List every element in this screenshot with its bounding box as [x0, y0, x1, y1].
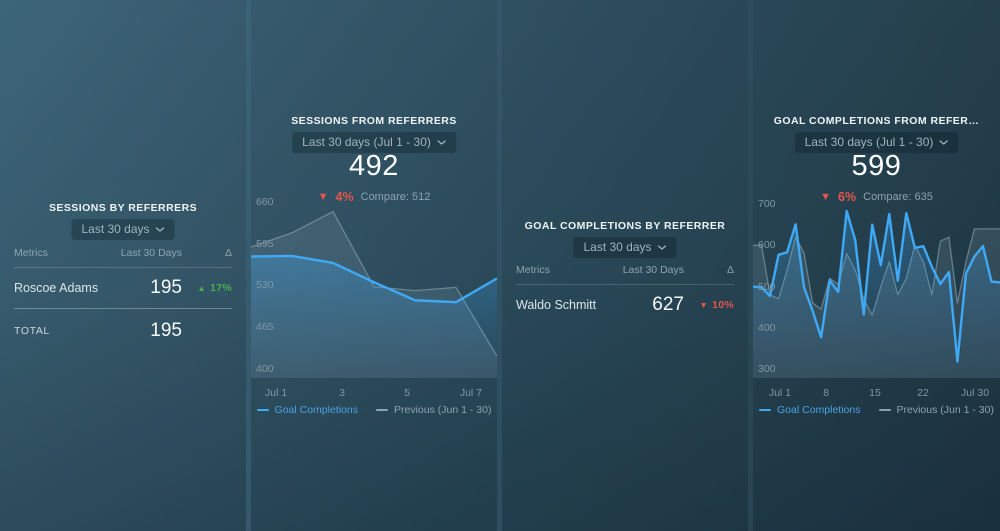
chart-plot-area[interactable]: 660 595 530 465 400: [251, 196, 497, 378]
delta-direction-icon: ▼: [820, 190, 832, 203]
y-axis-tick-label: 400: [758, 321, 776, 334]
metric-name: Waldo Schmitt: [516, 298, 597, 312]
table-header-row: Metrics Last 30 Days Δ: [14, 247, 232, 268]
x-axis-tick-label: Jul 1: [768, 387, 792, 399]
table-row: Waldo Schmitt 627 ▼ 10%: [516, 285, 734, 325]
panel-title: SESSIONS FROM REFERRERS: [291, 115, 457, 127]
date-range-label: Last 30 days: [81, 222, 150, 236]
compare-value: Compare: 512: [360, 191, 431, 203]
panel-title: GOAL COMPLETIONS FROM REFER…: [773, 115, 980, 127]
delta-badge: ▼ 10%: [684, 299, 734, 311]
y-axis-tick-label: 700: [758, 198, 776, 211]
kpi-value: 599: [851, 150, 902, 182]
metrics-table: Metrics Last 30 Days Δ Waldo Schmitt 627…: [516, 264, 734, 325]
chevron-down-icon: [155, 226, 165, 232]
delta-percent: 4%: [335, 190, 354, 204]
header-period: Last 30 Days: [622, 264, 684, 276]
legend-item-previous[interactable]: Previous (Jun 1 - 30): [878, 404, 994, 416]
legend-label: Goal Completions: [777, 404, 861, 416]
current-series-area: [753, 211, 1000, 378]
y-axis-tick-label: 400: [256, 363, 274, 375]
date-range-dropdown[interactable]: Last 30 days (Jul 1 - 30): [292, 132, 456, 153]
chart-x-axis: Jul 1 8 15 22 Jul 30: [753, 387, 1000, 400]
x-axis-tick-label: 3: [339, 387, 345, 399]
y-axis-tick-label: 595: [256, 237, 274, 250]
table-header-row: Metrics Last 30 Days Δ: [516, 264, 734, 285]
chart-x-axis: Jul 1 3 5 Jul 7: [251, 387, 497, 400]
x-axis-tick-label: Jul 30: [961, 387, 990, 399]
panel-goal-completions-from-referrers: GOAL COMPLETIONS FROM REFER… Last 30 day…: [753, 0, 1000, 531]
delta-direction-icon: ▲: [197, 282, 207, 293]
x-axis-tick-label: 5: [404, 387, 411, 399]
legend-line-marker-icon: [878, 409, 891, 411]
delta-percent: 10%: [712, 299, 734, 311]
legend-line-marker-icon: [759, 409, 772, 411]
legend-label: Goal Completions: [274, 404, 358, 416]
chart-legend: Goal Completions Previous (Jun 1 - 30): [251, 404, 497, 416]
legend-item-goal-completions[interactable]: Goal Completions: [759, 404, 861, 416]
delta-direction-icon: ▼: [317, 190, 329, 203]
metric-value: 195: [150, 277, 182, 298]
date-range-label: Last 30 days (Jul 1 - 30): [302, 135, 431, 149]
legend-item-previous[interactable]: Previous (Jun 1 - 30): [376, 404, 491, 416]
table-total-row: TOTAL 195: [14, 309, 232, 353]
delta-percent: 6%: [838, 190, 857, 204]
kpi-value: 492: [349, 150, 399, 182]
header-delta: Δ: [726, 264, 734, 276]
header-period: Last 30 Days: [120, 247, 182, 259]
y-axis-tick-label: 465: [256, 321, 274, 334]
line-chart-svg: [251, 210, 497, 378]
chevron-down-icon: [437, 139, 446, 145]
date-range-label: Last 30 days: [583, 240, 652, 254]
total-value: 195: [150, 320, 182, 341]
delta-percent: 17%: [210, 282, 232, 294]
metric-name: Roscoe Adams: [14, 281, 99, 295]
legend-item-goal-completions[interactable]: Goal Completions: [256, 404, 358, 416]
y-axis-tick-label: 530: [256, 279, 274, 292]
total-label: TOTAL: [14, 325, 50, 337]
panel-title: GOAL COMPLETIONS BY REFERRER: [524, 220, 726, 232]
date-range-dropdown[interactable]: Last 30 days (Jul 1 - 30): [794, 132, 959, 153]
x-axis-tick-label: 22: [917, 387, 929, 399]
chart-legend: Goal Completions Previous (Jun 1 - 30): [753, 404, 1000, 416]
delta-badge: ▲ 17%: [182, 282, 232, 294]
date-range-label: Last 30 days (Jul 1 - 30): [804, 135, 934, 149]
current-series-line: [251, 254, 497, 304]
panel-goal-completions-by-referrer: GOAL COMPLETIONS BY REFERRER Last 30 day…: [502, 0, 748, 531]
kpi-delta: ▼ 6% Compare: 635: [753, 190, 1000, 204]
panel-title: SESSIONS BY REFERRERS: [48, 202, 198, 214]
date-range-dropdown[interactable]: Last 30 days: [71, 219, 175, 240]
panel-sessions-from-referrers: SESSIONS FROM REFERRERS Last 30 days (Ju…: [251, 0, 497, 531]
line-chart-svg: [753, 209, 1000, 378]
legend-label: Previous (Jun 1 - 30): [394, 404, 492, 416]
x-axis-tick-label: 8: [823, 387, 830, 399]
y-axis-tick-label: 300: [758, 362, 776, 375]
y-axis-tick-label: 600: [758, 239, 776, 252]
date-range-dropdown[interactable]: Last 30 days: [573, 237, 677, 258]
header-metrics: Metrics: [14, 247, 48, 259]
header-delta: Δ: [224, 247, 232, 259]
table-row: Roscoe Adams 195 ▲ 17%: [14, 268, 232, 309]
chevron-down-icon: [939, 139, 949, 145]
chart-plot-area[interactable]: 700 600 500 400 300: [753, 198, 1000, 378]
kpi-delta: ▼ 4% Compare: 512: [251, 190, 497, 204]
compare-value: Compare: 635: [863, 191, 933, 203]
delta-direction-icon: ▼: [699, 299, 709, 310]
current-series-line: [753, 209, 1000, 363]
header-metrics: Metrics: [516, 264, 550, 276]
current-series-area: [251, 255, 497, 378]
metrics-table: Metrics Last 30 Days Δ Roscoe Adams 195 …: [14, 247, 232, 353]
legend-line-marker-icon: [256, 409, 269, 411]
chevron-down-icon: [657, 244, 667, 250]
legend-label: Previous (Jun 1 - 30): [896, 404, 994, 416]
panel-sessions-by-referrers: SESSIONS BY REFERRERS Last 30 days Metri…: [0, 0, 246, 531]
x-axis-tick-label: 15: [869, 387, 881, 399]
y-axis-tick-label: 660: [256, 195, 274, 208]
x-axis-tick-label: Jul 1: [264, 387, 288, 399]
metric-value: 627: [652, 294, 684, 315]
y-axis-tick-label: 500: [758, 280, 776, 293]
x-axis-tick-label: Jul 7: [459, 387, 483, 399]
legend-line-marker-icon: [376, 409, 388, 411]
